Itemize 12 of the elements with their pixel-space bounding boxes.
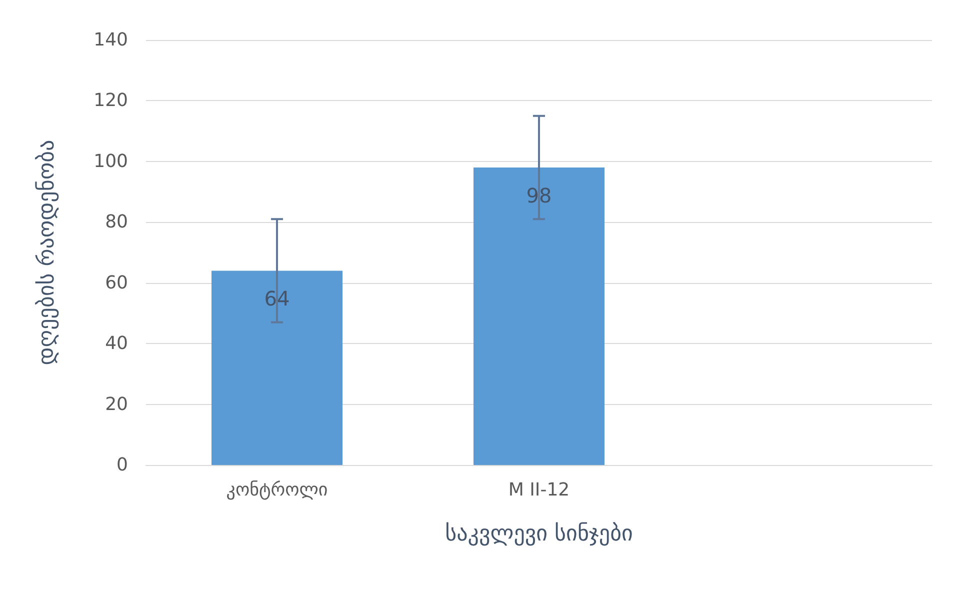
y-tick-label: 80 bbox=[105, 212, 128, 233]
x-tick-label: კონტროლი bbox=[226, 480, 328, 500]
y-tick-label: 60 bbox=[105, 272, 128, 294]
y-tick-label: 20 bbox=[105, 394, 128, 415]
y-tick-label: 120 bbox=[94, 90, 128, 112]
x-axis-title: საკვლევი სინჯები bbox=[445, 522, 633, 546]
y-axis-title: დღეების რაოდენობა bbox=[34, 140, 60, 366]
y-tick-label: 40 bbox=[105, 333, 128, 354]
y-tick-label: 100 bbox=[94, 150, 128, 172]
y-tick-label: 140 bbox=[94, 30, 128, 50]
x-tick-label: M II-12 bbox=[508, 480, 570, 500]
y-tick-label: 0 bbox=[116, 454, 128, 476]
